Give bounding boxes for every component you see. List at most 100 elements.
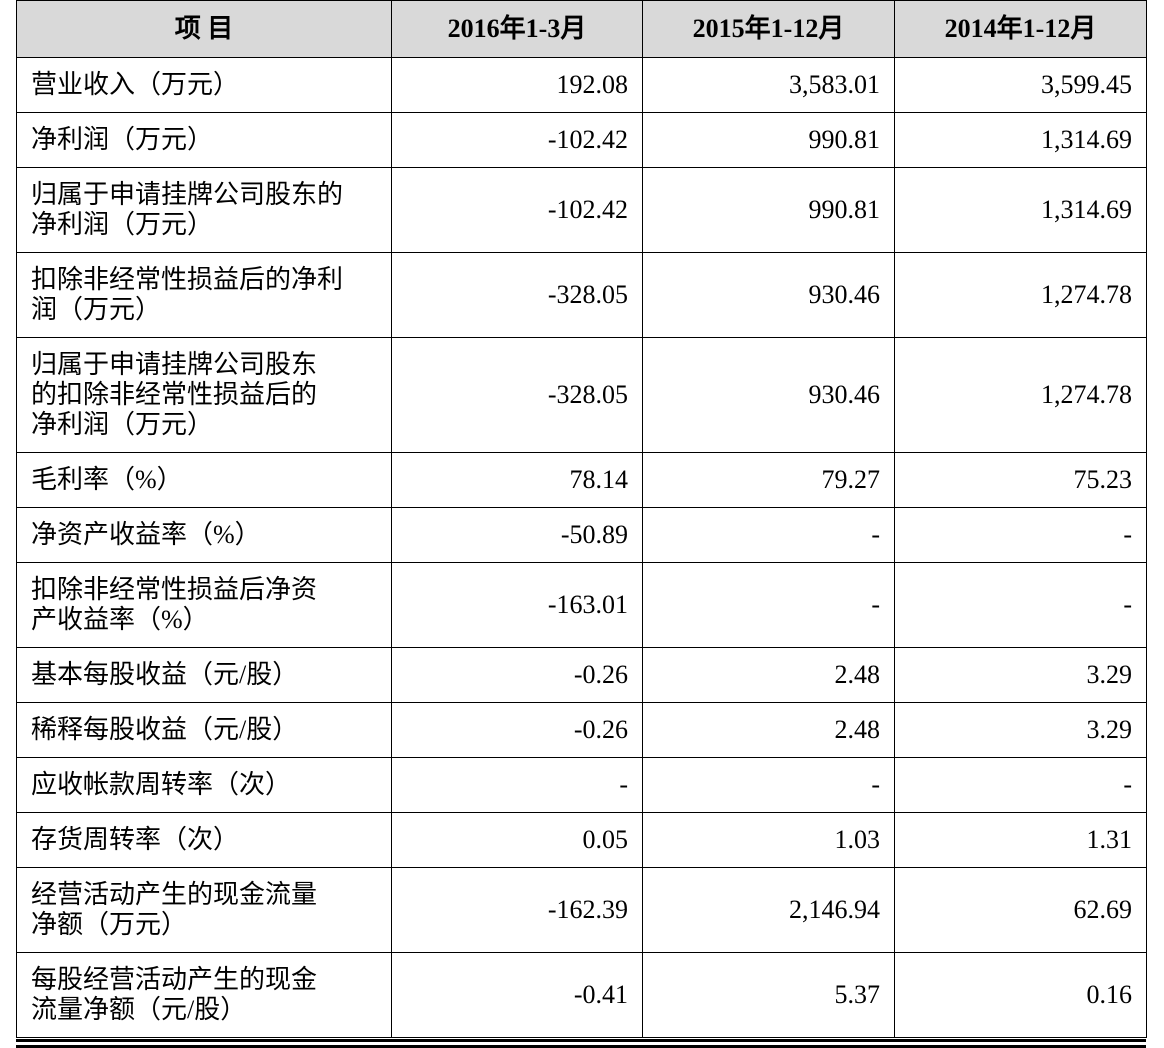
value-cell: 3,583.01 (642, 57, 895, 113)
value-cell: 62.69 (894, 867, 1147, 953)
bottom-rule (16, 1039, 1146, 1048)
table-row: 存货周转率（次） 0.05 1.03 1.31 (16, 812, 1147, 868)
value-cell: - (642, 507, 895, 563)
value-cell: 930.46 (642, 337, 895, 453)
table-row: 扣除非经常性损益后净资 产收益率（%） -163.01- - (16, 562, 1147, 648)
value-cell: 3,599.45 (894, 57, 1147, 113)
value-cell: -102.42 (391, 112, 643, 168)
label-line: 净利润（万元） (31, 125, 214, 154)
label-line: 每股经营活动产生的现金 (31, 965, 318, 994)
label-line: 经营活动产生的现金流量 (31, 880, 318, 909)
row-label: 归属于申请挂牌公司股东 的扣除非经常性损益后的 净利润（万元） (16, 337, 392, 453)
value-cell: 1,314.69 (894, 167, 1147, 253)
value-cell: - (894, 562, 1147, 648)
table-row: 净资产收益率（%） -50.89- - (16, 507, 1147, 563)
row-label: 稀释每股收益（元/股） (16, 702, 392, 758)
value-cell: - (894, 757, 1147, 813)
value-cell: -102.42 (391, 167, 643, 253)
financial-table: 项 目 2016年1-3月 2015年1-12月 2014年1-12月 营业收入（万元… (16, 0, 1147, 1038)
value-cell: 1.31 (894, 812, 1147, 868)
label-line: 产收益率（%） (31, 605, 209, 634)
value-cell: 0.05 (391, 812, 643, 868)
value-cell: -0.26 (391, 647, 643, 703)
header-cell: 2016年1-3月 (391, 0, 643, 58)
table-row: 每股经营活动产生的现金 流量净额（元/股） -0.41 5.37 0.16 (16, 952, 1147, 1038)
label-line: 的扣除非经常性损益后的 (31, 380, 318, 409)
value-cell: 3.29 (894, 647, 1147, 703)
value-cell: 1.03 (642, 812, 895, 868)
value-cell: 75.23 (894, 452, 1147, 508)
row-label: 归属于申请挂牌公司股东的 净利润（万元） (16, 167, 392, 253)
row-label: 营业收入（万元） (16, 57, 392, 113)
table-row: 稀释每股收益（元/股） -0.26 2.48 3.29 (16, 702, 1147, 758)
table-wrap: 项 目 2016年1-3月 2015年1-12月 2014年1-12月 营业收入（万元… (16, 0, 1147, 1038)
row-label: 应收帐款周转率（次） (16, 757, 392, 813)
row-label: 净资产收益率（%） (16, 507, 392, 563)
label-line: 存货周转率（次） (31, 825, 240, 854)
row-label: 基本每股收益（元/股） (16, 647, 392, 703)
label-line: 流量净额（元/股） (31, 995, 247, 1024)
value-cell: -0.26 (391, 702, 643, 758)
value-cell: 192.08 (391, 57, 643, 113)
header-row: 项 目 2016年1-3月 2015年1-12月 2014年1-12月 (16, 0, 1147, 58)
label-line: 净额（万元） (31, 910, 188, 939)
row-label: 扣除非经常性损益后的净利 润（万元） (16, 252, 392, 338)
row-label: 经营活动产生的现金流量 净额（万元） (16, 867, 392, 953)
value-cell: 930.46 (642, 252, 895, 338)
label-line: 扣除非经常性损益后净资 (31, 575, 318, 604)
value-cell: - (391, 757, 643, 813)
table-row: 应收帐款周转率（次） - - - (16, 757, 1147, 813)
label-line: 基本每股收益（元/股） (31, 660, 299, 689)
value-cell: 1,314.69 (894, 112, 1147, 168)
header-cell: 2015年1-12月 (642, 0, 895, 58)
table-row: 营业收入（万元） 192.08 3,583.01 3,599.45 (16, 57, 1147, 113)
label-line: 润（万元） (31, 295, 162, 324)
row-label: 每股经营活动产生的现金 流量净额（元/股） (16, 952, 392, 1038)
value-cell: -0.41 (391, 952, 643, 1038)
value-cell: 5.37 (642, 952, 895, 1038)
table-row: 基本每股收益（元/股） -0.26 2.48 3.29 (16, 647, 1147, 703)
table-body: 营业收入（万元） 192.08 3,583.01 3,599.45 净利润（万元） -10… (16, 57, 1147, 1038)
value-cell: 0.16 (894, 952, 1147, 1038)
table-row: 净利润（万元） -102.42 990.81 1,314.69 (16, 112, 1147, 168)
label-line: 毛利率（%） (31, 465, 183, 494)
label-line: 营业收入（万元） (31, 70, 240, 99)
header-cell: 项 目 (16, 0, 392, 58)
value-cell: -328.05 (391, 337, 643, 453)
value-cell: 1,274.78 (894, 337, 1147, 453)
value-cell: -328.05 (391, 252, 643, 338)
row-label: 存货周转率（次） (16, 812, 392, 868)
value-cell: -163.01 (391, 562, 643, 648)
table-row: 扣除非经常性损益后的净利 润（万元） -328.05 930.46 1,274.78 (16, 252, 1147, 338)
row-label: 扣除非经常性损益后净资 产收益率（%） (16, 562, 392, 648)
table-row: 毛利率（%） 78.14 79.27 75.23 (16, 452, 1147, 508)
label-line: 归属于申请挂牌公司股东的 (31, 180, 344, 209)
value-cell: 79.27 (642, 452, 895, 508)
table-row: 经营活动产生的现金流量 净额（万元） -162.39 2,146.94 62.69 (16, 867, 1147, 953)
row-label: 毛利率（%） (16, 452, 392, 508)
table-row: 归属于申请挂牌公司股东 的扣除非经常性损益后的 净利润（万元） -328.05 930.… (16, 337, 1147, 453)
label-line: 净资产收益率（%） (31, 520, 261, 549)
value-cell: -162.39 (391, 867, 643, 953)
value-cell: 990.81 (642, 167, 895, 253)
value-cell: 1,274.78 (894, 252, 1147, 338)
row-label: 净利润（万元） (16, 112, 392, 168)
value-cell: - (642, 757, 895, 813)
value-cell: 2.48 (642, 647, 895, 703)
value-cell: - (642, 562, 895, 648)
value-cell: 78.14 (391, 452, 643, 508)
value-cell: -50.89 (391, 507, 643, 563)
value-cell: 990.81 (642, 112, 895, 168)
label-line: 净利润（万元） (31, 210, 214, 239)
label-line: 归属于申请挂牌公司股东 (31, 350, 318, 379)
value-cell: 2,146.94 (642, 867, 895, 953)
value-cell: - (894, 507, 1147, 563)
value-cell: 3.29 (894, 702, 1147, 758)
header-cell: 2014年1-12月 (894, 0, 1147, 58)
value-cell: 2.48 (642, 702, 895, 758)
label-line: 应收帐款周转率（次） (31, 770, 292, 799)
label-line: 扣除非经常性损益后的净利 (31, 265, 344, 294)
table-row: 归属于申请挂牌公司股东的 净利润（万元） -102.42 990.81 1,314.69 (16, 167, 1147, 253)
label-line: 稀释每股收益（元/股） (31, 715, 299, 744)
